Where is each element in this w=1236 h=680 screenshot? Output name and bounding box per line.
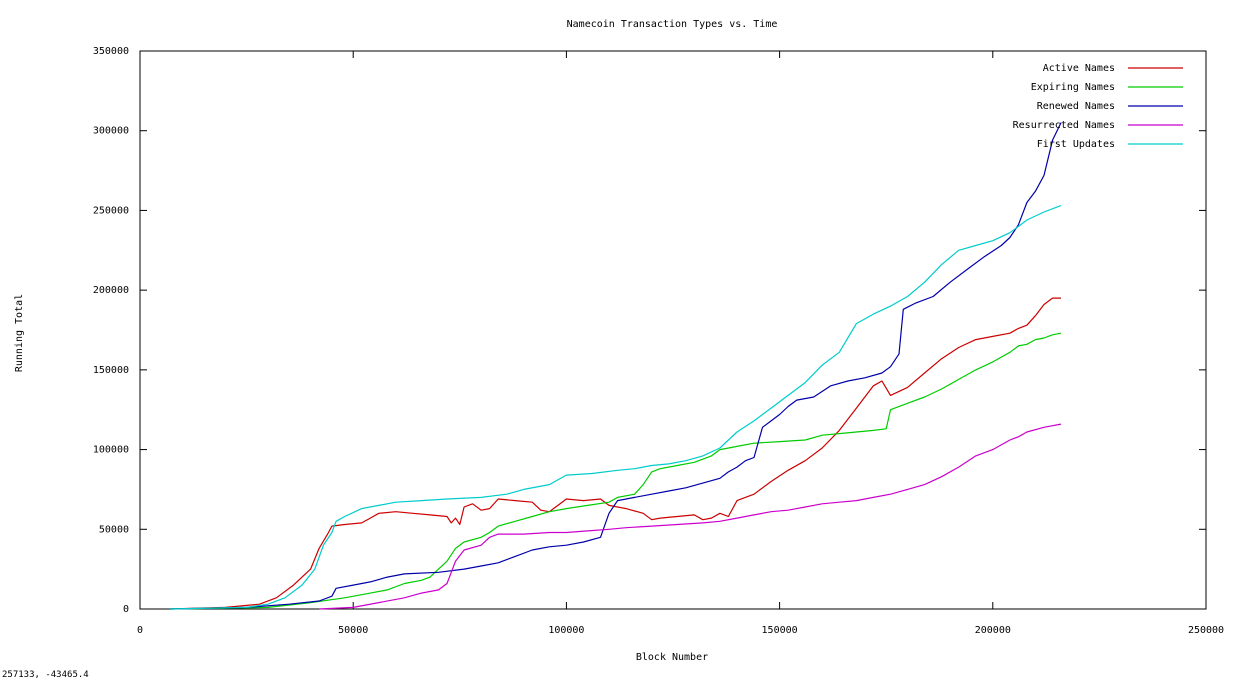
y-tick-label: 350000 xyxy=(93,46,129,57)
y-tick-label: 0 xyxy=(123,604,129,615)
x-tick-label: 200000 xyxy=(975,625,1011,636)
y-tick-label: 200000 xyxy=(93,285,129,296)
x-tick-label: 100000 xyxy=(548,625,584,636)
x-tick-label: 150000 xyxy=(762,625,798,636)
legend-label-active-names: Active Names xyxy=(1043,63,1115,74)
x-tick-label: 50000 xyxy=(338,625,368,636)
legend-label-first-updates: First Updates xyxy=(1037,139,1115,150)
legend-label-renewed-names: Renewed Names xyxy=(1037,101,1115,112)
y-tick-label: 150000 xyxy=(93,365,129,376)
chart-title: Namecoin Transaction Types vs. Time xyxy=(567,19,778,30)
series-line-expiring-names xyxy=(169,332,1062,610)
plot-frame xyxy=(139,50,1207,610)
x-tick-label: 250000 xyxy=(1188,625,1224,636)
y-tick-label: 300000 xyxy=(93,126,129,137)
status-readout: 257133, -43465.4 xyxy=(2,670,89,680)
x-axis-label: Block Number xyxy=(636,652,708,663)
x-axis: 0 50000 100000 150000 200000 250000 xyxy=(137,51,1224,636)
legend-label-expiring-names: Expiring Names xyxy=(1031,82,1115,93)
series-line-resurrected-names xyxy=(319,423,1062,610)
y-tick-label: 100000 xyxy=(93,445,129,456)
legend-label-resurrected-names: Resurrected Names xyxy=(1013,120,1115,131)
series-line-first-updates xyxy=(169,205,1062,610)
series-lines xyxy=(169,122,1062,610)
y-axis: 0 50000 100000 150000 200000 250000 300000 3500… xyxy=(93,46,1206,615)
legend: Active Names Expiring Names Renewed Names R… xyxy=(1013,63,1183,150)
y-tick-label: 50000 xyxy=(99,524,129,535)
x-tick-label: 0 xyxy=(137,625,143,636)
y-axis-label: Running Total xyxy=(14,294,25,372)
series-line-renewed-names xyxy=(169,122,1062,610)
series-line-active-names xyxy=(169,297,1061,610)
y-tick-label: 250000 xyxy=(93,205,129,216)
